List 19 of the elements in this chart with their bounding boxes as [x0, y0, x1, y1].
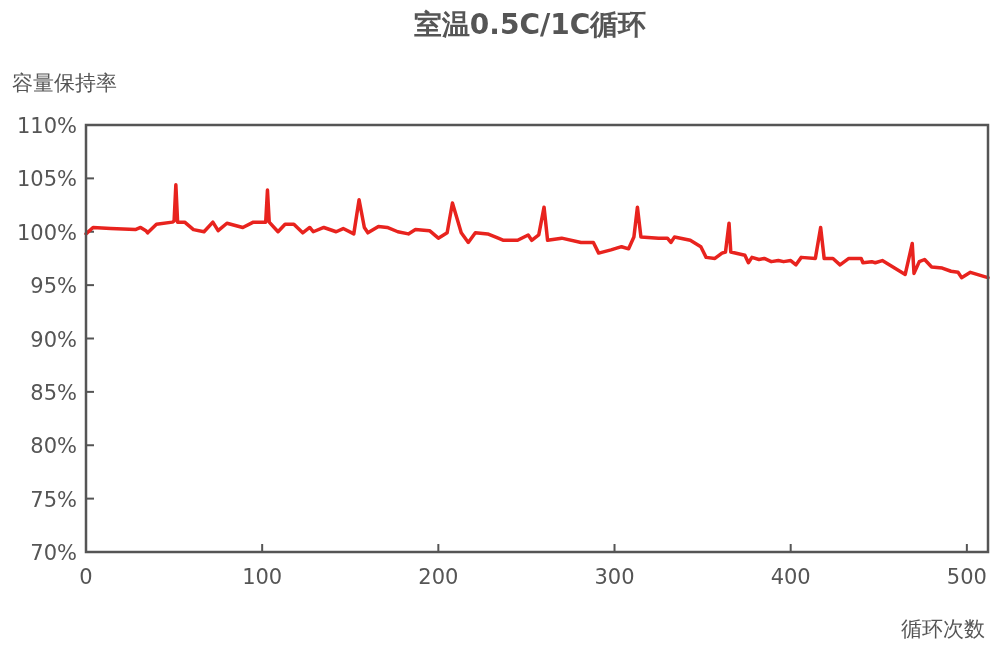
x-tick-label: 500 — [946, 565, 987, 589]
y-tick-label: 110% — [16, 114, 77, 138]
y-tick-label: 100% — [16, 220, 77, 245]
x-tick-label: 200 — [418, 565, 459, 589]
y-tick-label: 80% — [30, 434, 77, 459]
x-tick-label: 0 — [79, 565, 93, 589]
x-tick-label: 400 — [770, 565, 811, 589]
y-tick-label: 90% — [30, 327, 77, 352]
x-tick-label: 100 — [242, 565, 283, 589]
y-axis-title: 容量保持率 — [12, 71, 117, 95]
line-series — [84, 183, 990, 280]
chart-title: 室温0.5C/1C循环 — [413, 8, 647, 41]
x-axis-title: 循环次数 — [901, 617, 985, 641]
y-tick-label: 95% — [30, 274, 77, 299]
x-tick-label: 300 — [594, 565, 635, 589]
y-tick-label: 85% — [30, 380, 77, 405]
y-tick-label: 75% — [30, 487, 77, 512]
y-tick-label: 105% — [16, 167, 77, 192]
y-tick-label: 70% — [30, 541, 77, 565]
